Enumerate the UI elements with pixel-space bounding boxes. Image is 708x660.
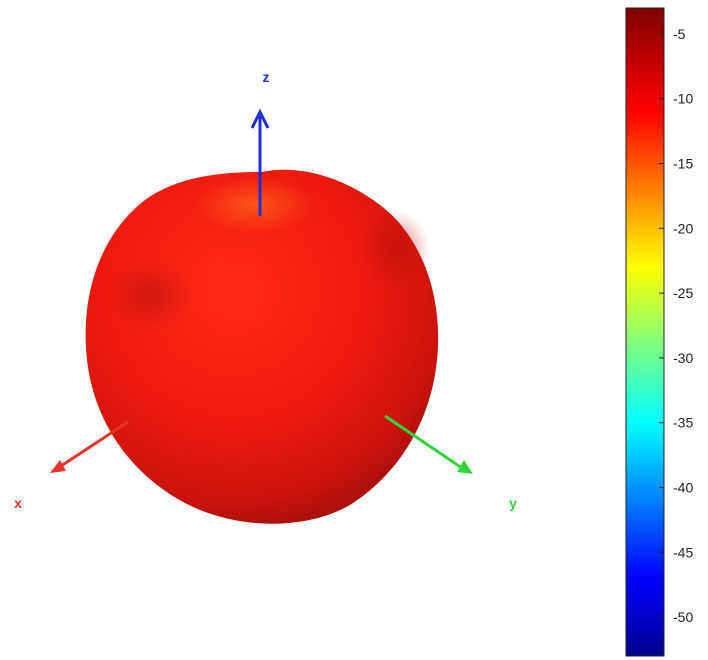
right-dent-shading	[360, 210, 430, 290]
axis-y-arrowhead	[457, 460, 473, 474]
axis-y-label: y	[509, 495, 517, 511]
axis-y: y	[384, 414, 517, 511]
colorbar-tick-label: -20	[673, 220, 693, 236]
colorbar-tick-label: -15	[673, 156, 693, 172]
colorbar-tick-label: -35	[673, 415, 693, 431]
top-highlight	[195, 177, 315, 233]
pattern-surface	[85, 169, 439, 524]
axis-x-label: x	[14, 495, 22, 511]
colorbar: -5 -10 -15 -20 -25 -30 -35 -40 -45 -50	[625, 7, 693, 657]
left-dent-shading	[105, 260, 195, 330]
colorbar-tick-label: -10	[673, 91, 693, 107]
pattern-blob	[85, 169, 439, 524]
colorbar-tick-label: -40	[673, 480, 693, 496]
colorbar-tick-label: -45	[673, 544, 693, 560]
axis-z-label: z	[263, 69, 270, 85]
axis-z-arrowhead	[250, 108, 270, 129]
axis-x: x	[14, 420, 129, 511]
colorbar-ticks: -5 -10 -15 -20 -25 -30 -35 -40 -45 -50	[659, 26, 693, 625]
colorbar-tick-label: -25	[673, 285, 693, 301]
colorbar-tick-label: -30	[673, 350, 693, 366]
colorbar-tick-label: -5	[673, 26, 686, 42]
axis-x-line	[57, 420, 129, 470]
colorbar-tick-label: -50	[673, 609, 693, 625]
axis-y-line	[384, 414, 463, 470]
colorbar-gradient	[625, 7, 665, 657]
axis-x-arrowhead	[50, 460, 66, 473]
axis-z: z	[250, 69, 270, 216]
